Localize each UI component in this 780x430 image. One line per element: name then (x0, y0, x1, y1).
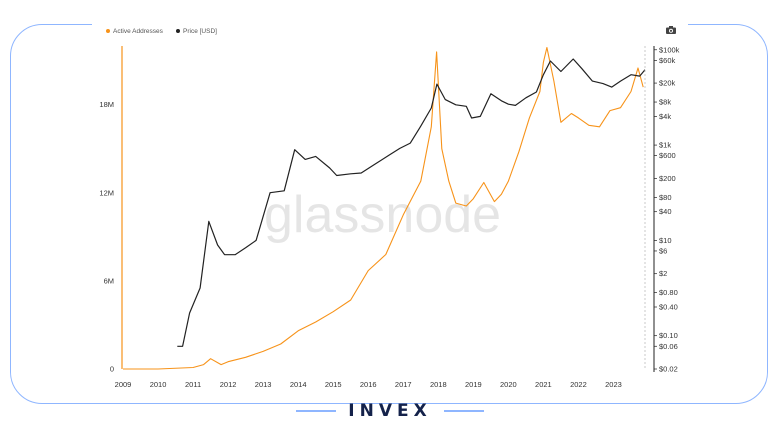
y-right-tick-label: $200 (659, 174, 676, 183)
x-tick-label: 2013 (255, 380, 272, 389)
x-tick-label: 2011 (185, 380, 201, 389)
y-right-tick-label: $0.80 (659, 288, 678, 297)
watermark: glassnode (264, 186, 501, 244)
y-right-tick-label: $2 (659, 269, 667, 278)
y-right-tick-label: $100k (659, 45, 680, 54)
brand-footer: INVEX (0, 398, 780, 424)
brand-rule-left (296, 410, 337, 412)
chart: Active Addresses Price [USD] glassnode 0 6… (99, 28, 680, 389)
y-right-tick-label: $8k (659, 98, 671, 107)
x-tick-label: 2015 (325, 380, 342, 389)
x-tick-label: 2009 (115, 380, 132, 389)
legend: Active Addresses Price [USD] (106, 28, 217, 35)
y-right-tick-label: $0.02 (659, 365, 678, 374)
y-right-tick-label: $10 (659, 236, 672, 245)
series-line-price-usd (177, 58, 646, 347)
x-tick-label: 2014 (290, 380, 307, 389)
legend-swatch (176, 29, 180, 33)
x-tick-label: 2019 (465, 380, 482, 389)
series-layer (121, 46, 646, 370)
series-line-active-addresses (123, 46, 644, 370)
brand-rule-right (443, 410, 484, 412)
x-tick-label: 2012 (220, 380, 237, 389)
y-left-tick-label: 18M (99, 100, 114, 109)
x-tick-label: 2017 (395, 380, 412, 389)
y-left-tick-label: 0 (110, 365, 114, 374)
camera-icon[interactable] (666, 26, 676, 34)
y-right-tick-label: $20k (659, 79, 676, 88)
x-tick-label: 2010 (150, 380, 167, 389)
x-axis: 2009 2010 2011 2012 2013 2014 2015 2016 2017 2018… (115, 380, 622, 389)
y-left-tick-label: 6M (104, 276, 114, 285)
x-tick-label: 2023 (605, 380, 622, 389)
y-right-tick-label: $60k (659, 56, 676, 65)
x-tick-label: 2016 (360, 380, 377, 389)
y-right-tick-label: $4k (659, 112, 671, 121)
y-right-tick-label: $0.10 (659, 331, 678, 340)
y-right-tick-label: $0.06 (659, 342, 678, 351)
chart-panel: Active Addresses Price [USD] glassnode 0 6… (92, 22, 688, 402)
y-right-tick-label: $40 (659, 207, 672, 216)
legend-swatch (106, 29, 110, 33)
brand-logo: INVEX (348, 401, 432, 421)
y-right-tick-label: $80 (659, 193, 672, 202)
y-left-axis: 0 6M 12M 18M (99, 100, 114, 373)
x-tick-label: 2021 (535, 380, 552, 389)
y-left-tick-label: 12M (99, 188, 114, 197)
y-right-tick-label: $6 (659, 246, 667, 255)
x-tick-label: 2018 (430, 380, 447, 389)
legend-label: Price [USD] (183, 28, 217, 35)
legend-label: Active Addresses (113, 28, 164, 35)
y-right-tick-label: $0.40 (659, 303, 678, 312)
y-right-axis: $100k$60k$20k$8k$4k$1k$600$200$80$40$10$… (654, 45, 680, 374)
x-tick-label: 2020 (500, 380, 517, 389)
y-right-tick-label: $1k (659, 141, 671, 150)
x-tick-label: 2022 (570, 380, 587, 389)
y-right-tick-label: $600 (659, 151, 676, 160)
